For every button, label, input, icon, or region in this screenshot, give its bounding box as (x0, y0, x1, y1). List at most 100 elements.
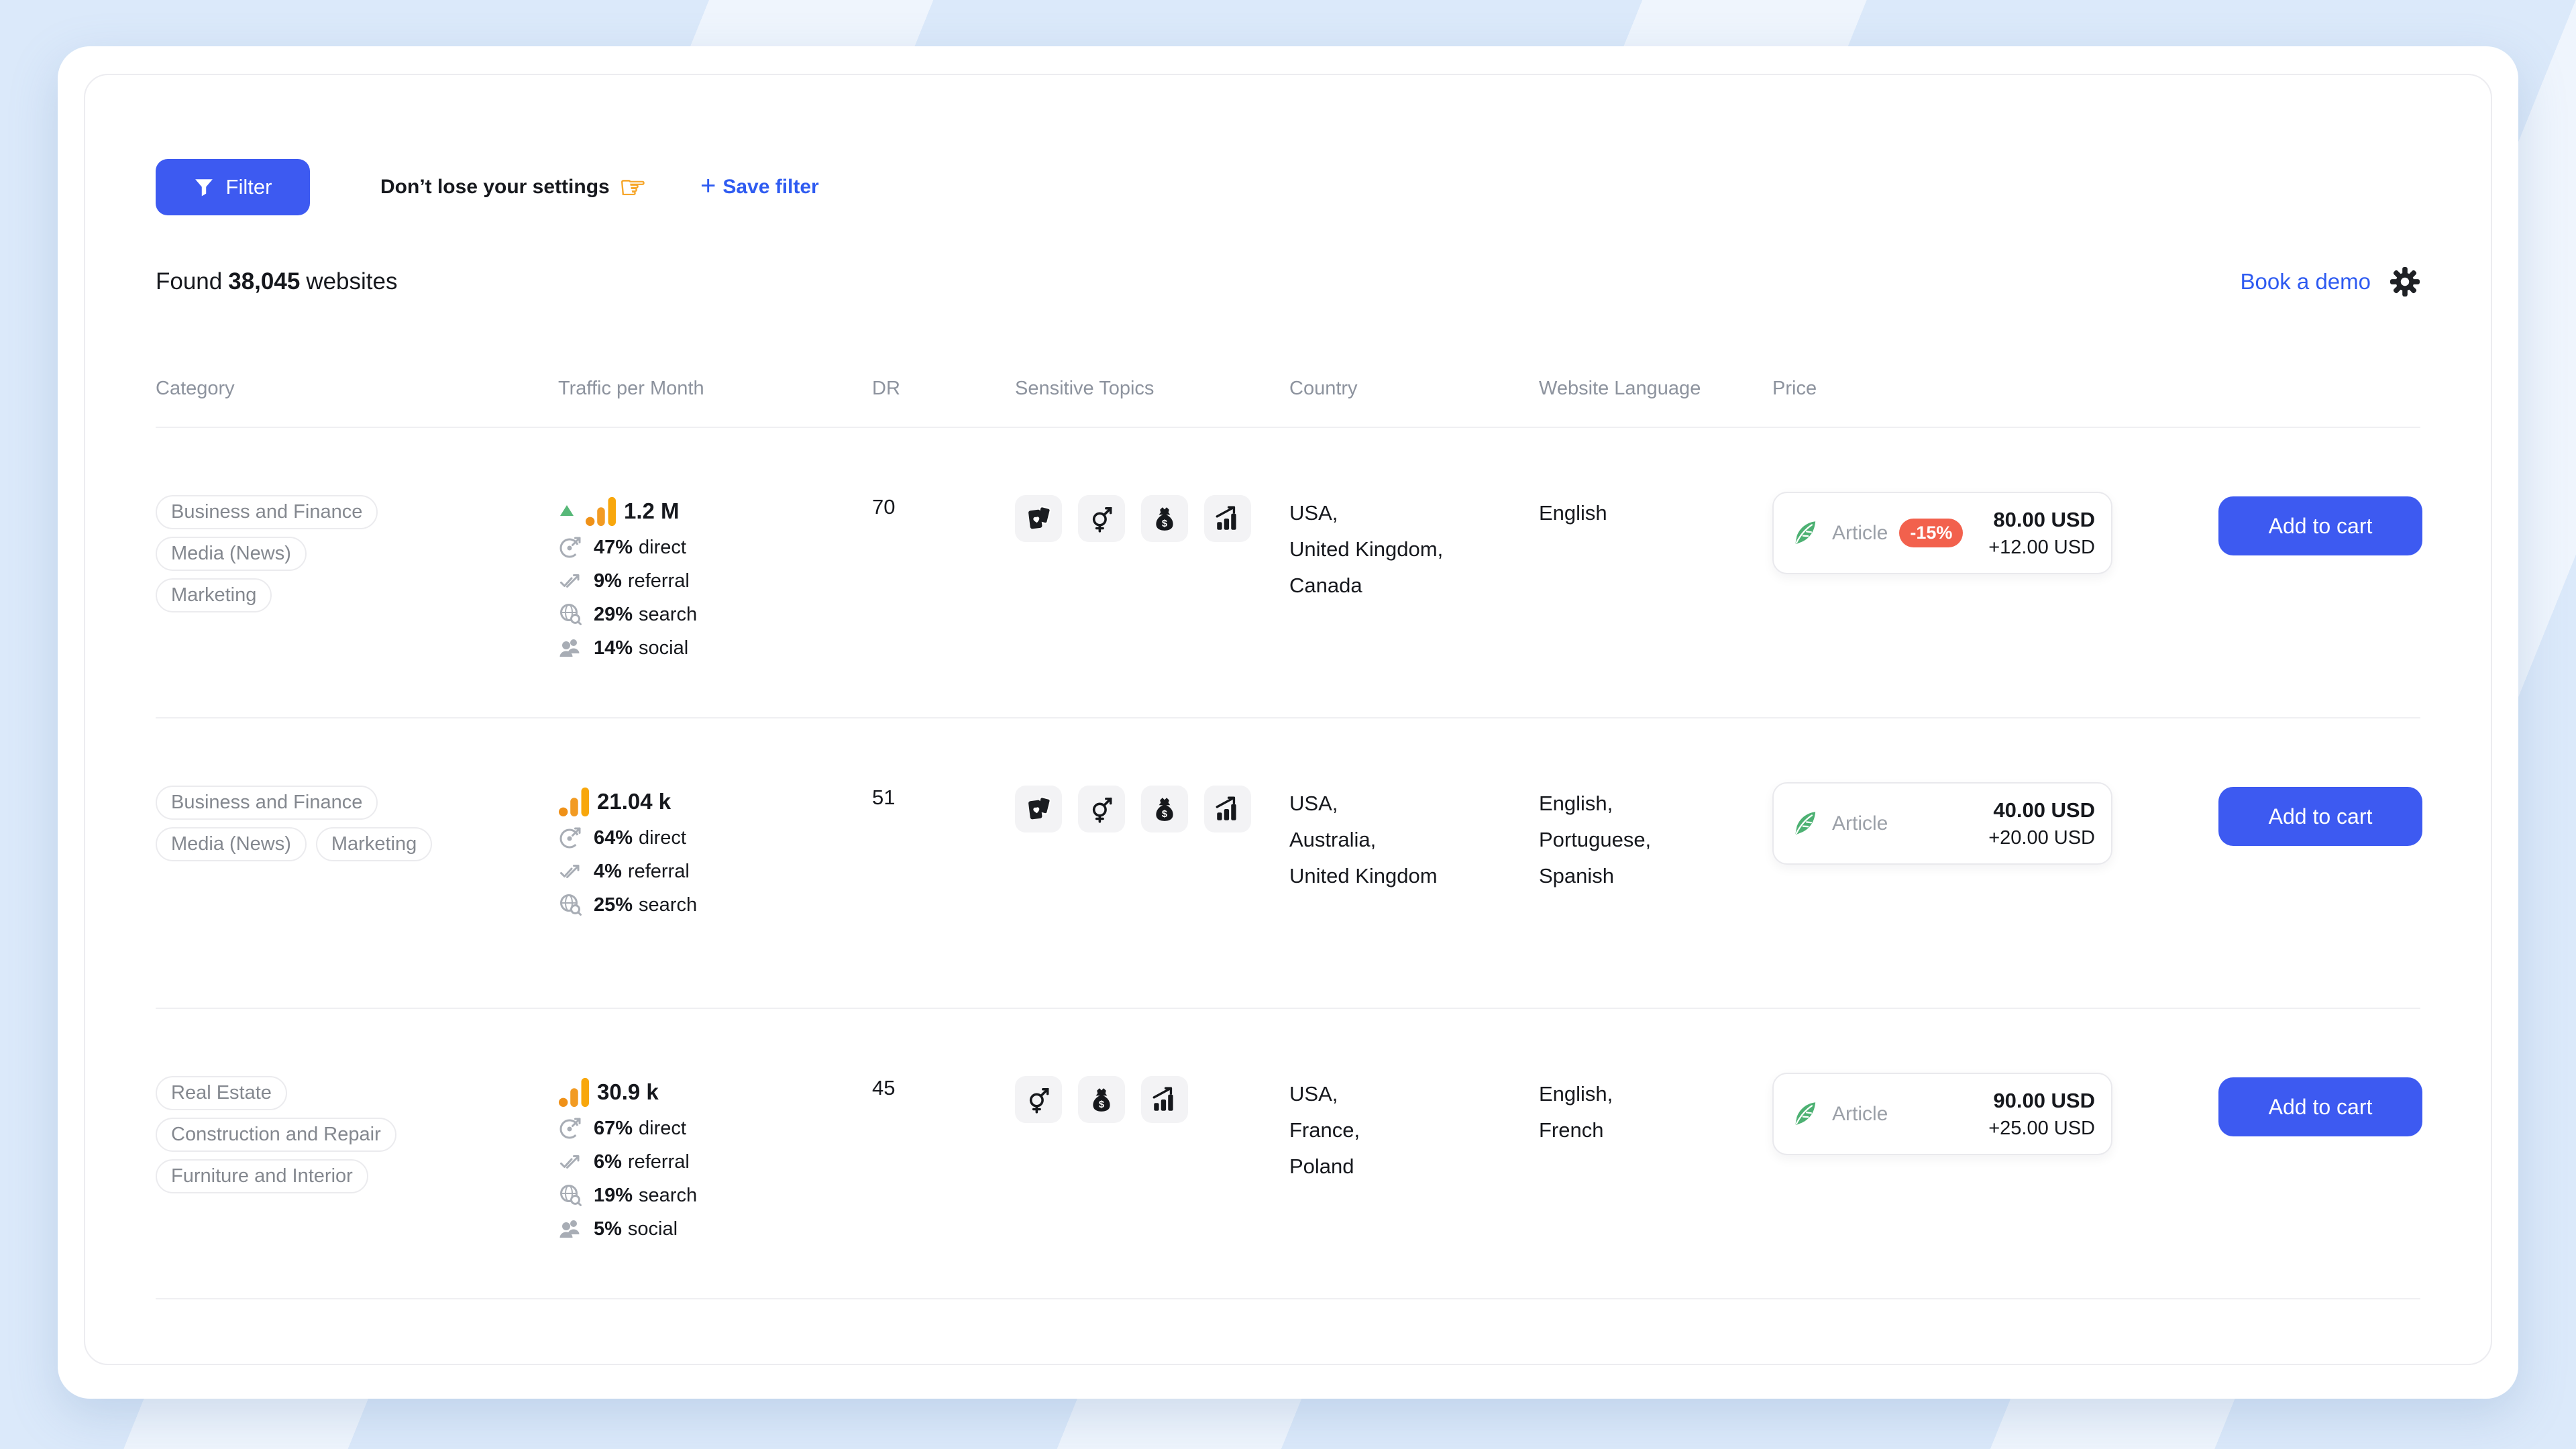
traffic-source: 19% search (558, 1183, 872, 1208)
country-line: Poland (1289, 1155, 1354, 1178)
traffic-source: 64% direct (558, 826, 872, 850)
dr-cell: 70 (872, 495, 1015, 717)
table-header: Category Traffic per Month DR Sensitive … (156, 378, 2420, 428)
traffic-source: 14% social (558, 636, 872, 660)
filter-button-label: Filter (225, 175, 272, 199)
dr-cell: 51 (872, 786, 1015, 1008)
traffic-source-value: 64% (594, 826, 633, 849)
category-badge: Business and Finance (156, 786, 378, 820)
results-count-prefix: Found (156, 268, 223, 294)
pointing-hand-icon: ☞ (619, 170, 647, 205)
traffic-source-label: search (639, 603, 698, 625)
table-row: Business and Finance Media (News) Marketin… (156, 428, 2423, 718)
column-header-traffic: Traffic per Month (558, 378, 704, 399)
traffic-source-value: 9% (594, 570, 622, 592)
price-offer-box[interactable]: Article 40.00 USD +20.00 USD (1772, 782, 2112, 865)
results-count-suffix: websites (306, 268, 398, 294)
column-header-country: Country (1289, 378, 1358, 399)
trading-chart-tile (1204, 495, 1251, 542)
gear-icon[interactable] (2390, 266, 2420, 297)
svg-text:$: $ (1162, 519, 1167, 529)
gambling-cards-tile (1015, 495, 1062, 542)
toolbar: Filter Don’t lose your settings ☞ + Save… (156, 159, 2420, 215)
trading-chart-icon (1150, 1085, 1179, 1114)
price-content-type: Article (1832, 812, 1888, 835)
search-icon (558, 893, 582, 917)
traffic-source: 5% social (558, 1217, 872, 1241)
trading-chart-tile (1204, 786, 1251, 833)
column-header-category: Category (156, 378, 235, 399)
loans-moneybag-tile: $ (1141, 786, 1188, 833)
column-header-website-language: Website Language (1539, 378, 1701, 399)
country-line: Australia, (1289, 828, 1377, 851)
book-demo-link[interactable]: Book a demo (2240, 269, 2371, 294)
traffic-source-label: referral (627, 1150, 690, 1173)
results-bar: Found 38,045 websites Book a demo (156, 266, 2420, 297)
traffic-total-value: 1.2 M (624, 498, 680, 523)
table-body: Business and Finance Media (News) Marketin… (156, 428, 2423, 1299)
trend-up-icon (558, 504, 576, 517)
funnel-icon (194, 177, 214, 197)
country-cell: USA, Australia, United Kingdom (1289, 786, 1539, 1008)
country-line: USA, (1289, 501, 1338, 525)
traffic-source-value: 5% (594, 1218, 622, 1240)
traffic-source-label: direct (639, 826, 686, 849)
category-badge-line: Business and Finance (156, 495, 558, 529)
traffic-source: 6% referral (558, 1150, 872, 1174)
price-offer-box[interactable]: Article -15% 80.00 USD +12.00 USD (1772, 492, 2112, 574)
price-offer-box[interactable]: Article 90.00 USD +25.00 USD (1772, 1073, 2112, 1155)
results-bar-actions: Book a demo (2241, 266, 2420, 297)
traffic-source-value: 19% (594, 1184, 633, 1206)
add-to-cart-button[interactable]: Add to cart (2218, 787, 2422, 846)
category-badge-line: Media (News) (156, 537, 558, 571)
add-to-cart-button[interactable]: Add to cart (2218, 1077, 2422, 1136)
traffic-cell: 30.9 k 67% direct 6% referral 19% search 5% soci… (558, 1076, 872, 1298)
plus-icon: + (700, 171, 716, 201)
price-content-type: Article (1832, 1102, 1888, 1125)
traffic-source: 4% referral (558, 859, 872, 883)
adult-gender-icon (1087, 795, 1116, 823)
category-cell: Real Estate Construction and Repair Furnit… (156, 1076, 558, 1298)
price-amounts: 90.00 USD +25.00 USD (1988, 1089, 2095, 1140)
save-filter-link[interactable]: + Save filter (700, 171, 819, 201)
category-badge-line: Furniture and Interior (156, 1159, 558, 1193)
gambling-cards-icon (1024, 504, 1053, 533)
column-header-dr: DR (872, 378, 900, 399)
price-amount: 40.00 USD (1993, 798, 2095, 822)
country-line: United Kingdom, (1289, 537, 1444, 561)
table-row: Real Estate Construction and Repair Furnit… (156, 1009, 2422, 1299)
traffic-source: 67% direct (558, 1116, 872, 1140)
category-badge-line: Media (News) Marketing (156, 827, 558, 861)
traffic-source-label: direct (639, 536, 686, 558)
category-badge: Media (News) (156, 827, 307, 861)
search-icon (558, 1183, 582, 1208)
country-line: USA, (1289, 1082, 1338, 1106)
price-amount: 90.00 USD (1993, 1088, 2095, 1112)
direct-icon (558, 826, 582, 850)
cart-cell: Add to cart (2218, 495, 2423, 717)
traffic-source-value: 25% (594, 894, 633, 916)
adult-gender-tile (1015, 1076, 1062, 1123)
dr-value: 45 (872, 1076, 896, 1099)
price-amounts: 80.00 USD +12.00 USD (1988, 508, 2095, 559)
price-cell: Article -15% 80.00 USD +12.00 USD (1772, 492, 2218, 717)
sensitive-topics-cell: $ (1015, 1076, 1289, 1298)
add-to-cart-button[interactable]: Add to cart (2218, 496, 2422, 555)
social-icon (558, 1217, 582, 1241)
loans-moneybag-icon: $ (1087, 1085, 1116, 1114)
category-badge: Marketing (315, 827, 433, 861)
traffic-total: 21.04 k (558, 786, 872, 816)
category-badge-line: Construction and Repair (156, 1118, 558, 1152)
dr-cell: 45 (872, 1076, 1015, 1298)
adult-gender-tile (1078, 786, 1125, 833)
language-line: English, (1539, 1082, 1613, 1106)
column-header-actions (2218, 378, 2423, 400)
filter-button[interactable]: Filter (156, 159, 310, 215)
category-badge: Business and Finance (156, 495, 378, 529)
traffic-source-value: 47% (594, 536, 633, 558)
direct-icon (558, 1116, 582, 1140)
country-line: USA, (1289, 792, 1338, 815)
gambling-cards-tile (1015, 786, 1062, 833)
traffic-source-label: referral (627, 860, 690, 882)
